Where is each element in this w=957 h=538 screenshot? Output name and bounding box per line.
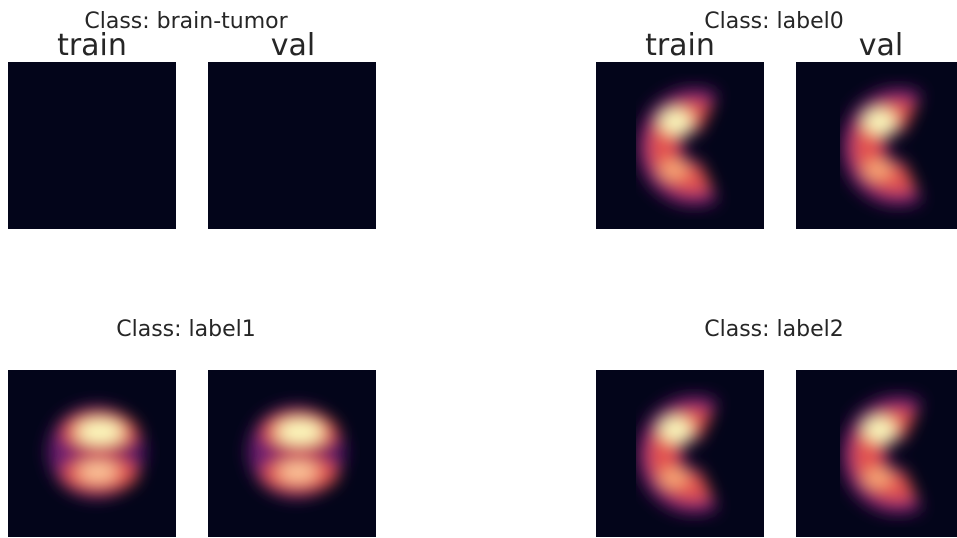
panel-title: Class: label1 (116, 317, 256, 342)
column-label: val (859, 28, 903, 63)
heatmap (8, 370, 176, 537)
column-label: train (645, 28, 715, 63)
panel-title: Class: brain-tumor (84, 9, 288, 34)
heatmap (796, 370, 957, 537)
panel-title: Class: label2 (704, 317, 844, 342)
column-label: val (271, 28, 315, 63)
heatmap (208, 370, 376, 537)
heatmap (596, 370, 764, 537)
column-label: train (57, 28, 127, 63)
heatmap (596, 62, 764, 229)
heatmap (208, 62, 376, 229)
panel-title: Class: label0 (704, 9, 844, 34)
heatmap (8, 62, 176, 229)
heatmap (796, 62, 957, 229)
